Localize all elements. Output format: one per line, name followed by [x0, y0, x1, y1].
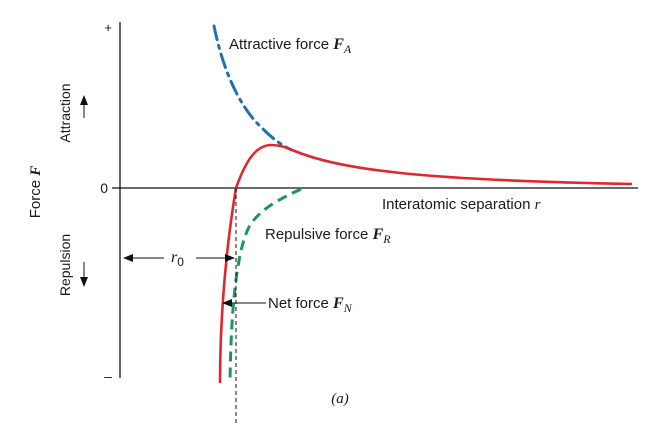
x-axis-label: Interatomic separation r — [382, 196, 541, 213]
repulsive-force-curve — [228, 187, 302, 384]
r0-label: r0 — [171, 249, 184, 269]
y-plus-label: + — [104, 20, 112, 35]
net-force-label: Net force FN — [268, 295, 353, 315]
net-force-curve — [218, 143, 633, 384]
y-axis-label: Force F — [27, 166, 44, 219]
figure-caption: (a) — [331, 391, 349, 407]
attraction-label: Attraction — [57, 83, 73, 142]
repulsive-force-label: Repulsive force FR — [265, 226, 391, 246]
y-zero-label: 0 — [100, 180, 108, 196]
attractive-force-curve — [212, 24, 294, 152]
repulsion-label: Repulsion — [57, 234, 73, 296]
y-minus-label: – — [104, 368, 112, 384]
attractive-force-label: Attractive force FA — [229, 36, 352, 56]
